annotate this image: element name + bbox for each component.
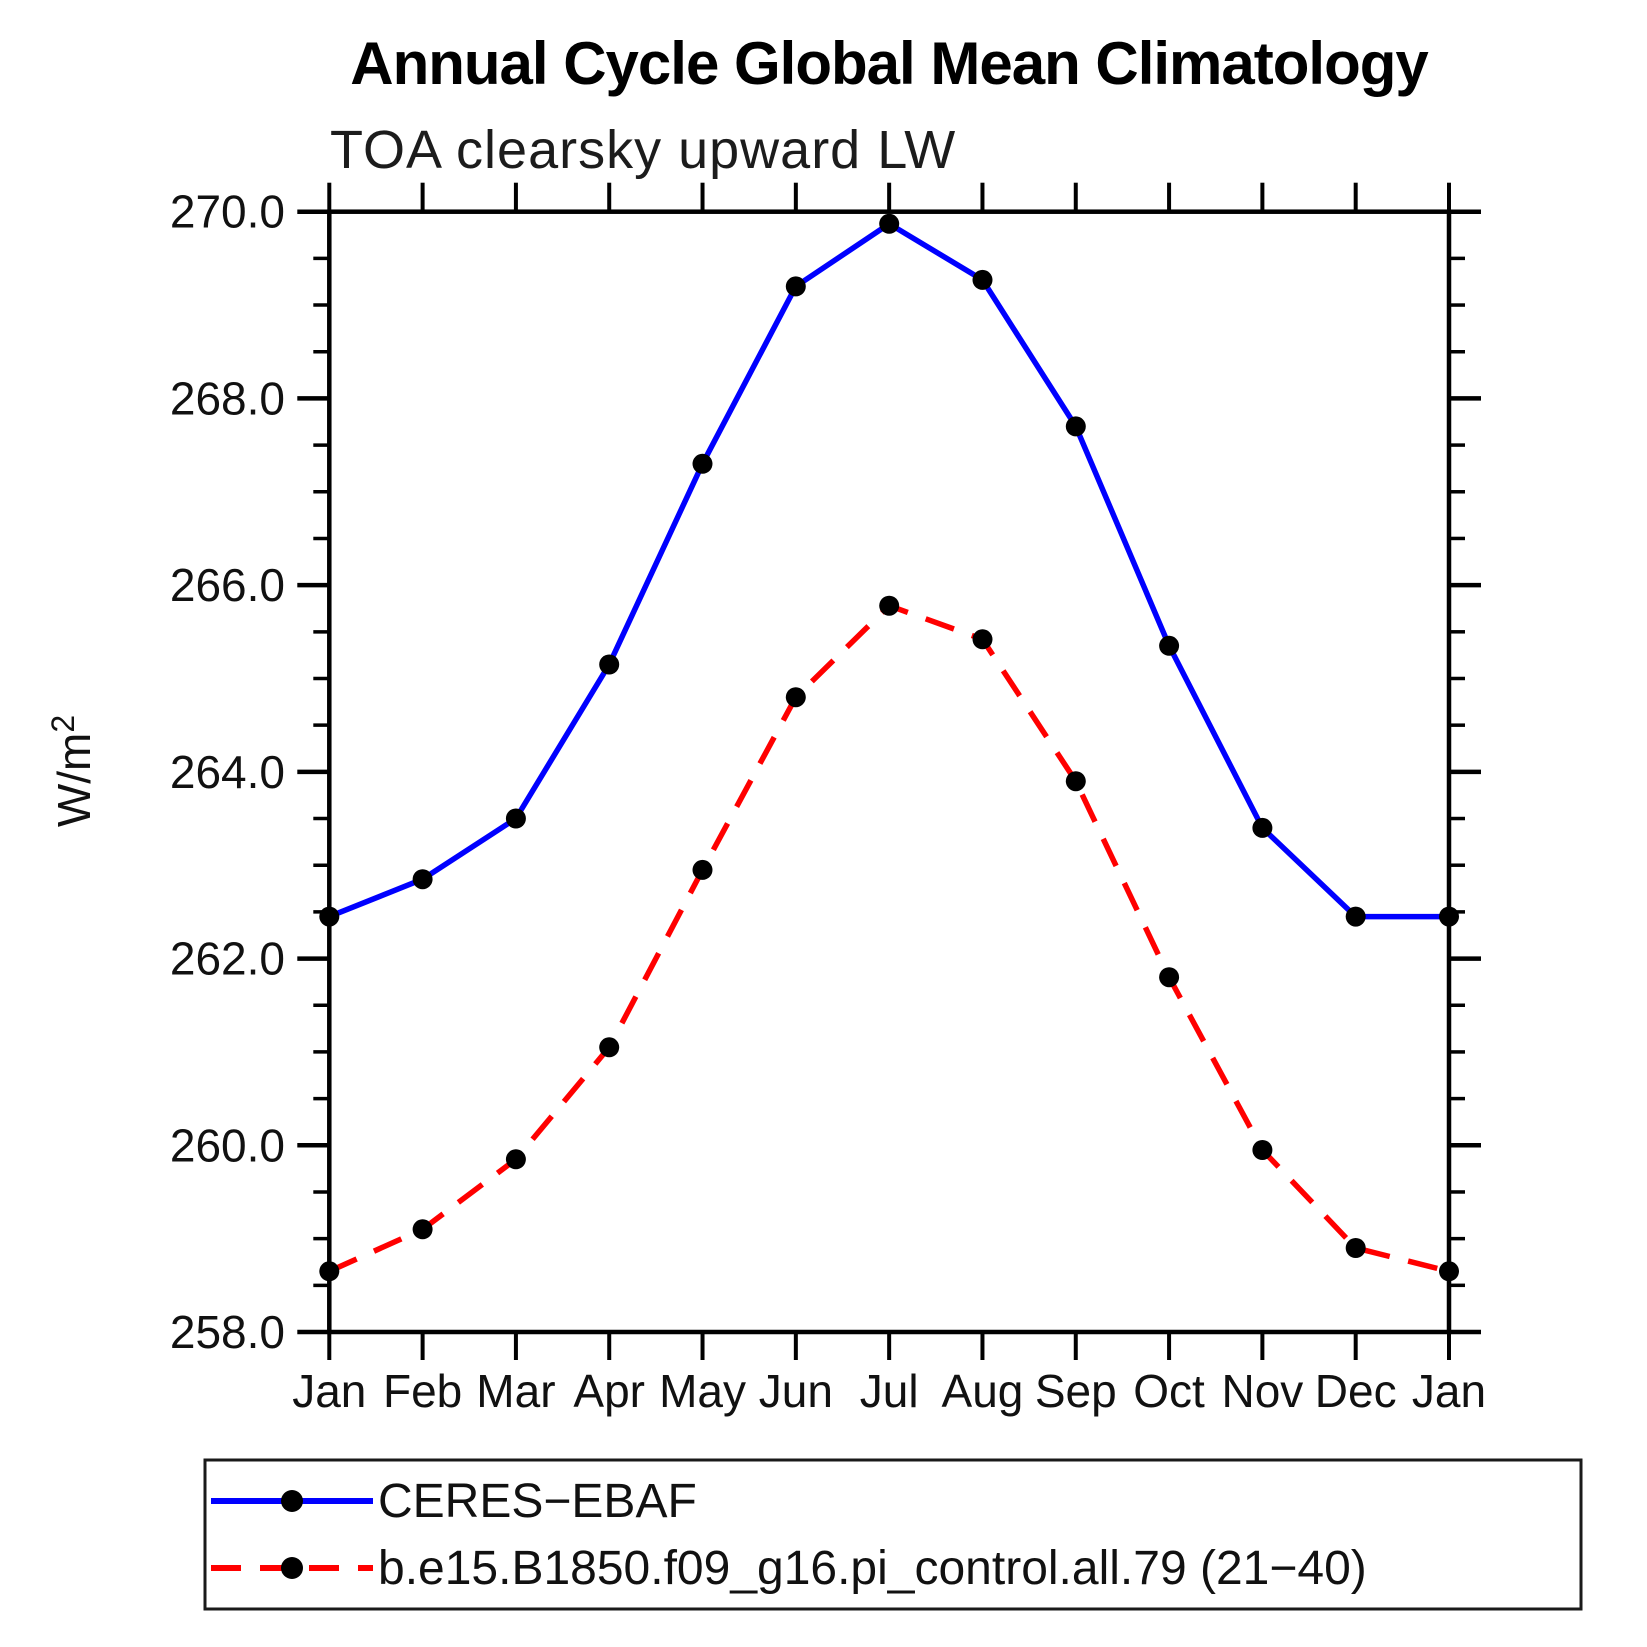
x-tick-label: Sep [1035, 1365, 1117, 1417]
data-point-1 [1159, 967, 1180, 988]
data-point-1 [1065, 771, 1086, 792]
y-axis-label-base: W/m [48, 733, 100, 828]
data-point-1 [785, 687, 806, 708]
data-point-1 [599, 1037, 620, 1058]
x-tick-label: Mar [476, 1365, 555, 1417]
data-point-0 [1439, 906, 1459, 927]
data-point-0 [1345, 906, 1366, 927]
legend-marker-ceres [281, 1490, 303, 1512]
y-axis-label-exponent: 2 [45, 715, 81, 733]
legend-marker-model [281, 1557, 303, 1579]
data-point-0 [599, 654, 620, 675]
y-axis-label: W/m2 [45, 715, 100, 827]
data-point-1 [692, 859, 713, 880]
y-tick-label: 264.0 [170, 746, 285, 798]
data-point-1 [1439, 1261, 1459, 1282]
data-point-0 [1159, 635, 1180, 656]
y-tick-label: 268.0 [170, 372, 285, 424]
legend: CERES−EBAF b.e15.B1850.f09_g16.pi_contro… [203, 1458, 1583, 1611]
x-tick-label: May [659, 1365, 746, 1417]
x-tick-label: Apr [573, 1365, 645, 1417]
data-point-0 [879, 213, 900, 234]
chart-title: Annual Cycle Global Mean Climatology [350, 30, 1429, 97]
chart-subtitle: TOA clearsky upward LW [330, 120, 956, 180]
data-series-group [319, 213, 1459, 1282]
data-point-1 [972, 629, 993, 650]
y-tick-label: 270.0 [170, 186, 285, 238]
plot-frame [327, 209, 1452, 1335]
data-point-0 [972, 269, 993, 290]
data-point-1 [1252, 1140, 1273, 1160]
data-point-1 [1345, 1238, 1366, 1258]
data-point-0 [692, 453, 713, 474]
data-point-1 [412, 1219, 433, 1240]
x-tick-label: Feb [383, 1365, 462, 1417]
x-tick-label: Jan [292, 1365, 366, 1417]
series-line-0 [328, 221, 1449, 920]
legend-label-model: b.e15.B1850.f09_g16.pi_control.all.79 (2… [378, 1542, 1367, 1595]
y-tick-label: 258.0 [170, 1306, 285, 1358]
data-point-0 [505, 808, 526, 829]
data-point-0 [319, 906, 340, 927]
y-tick-label: 262.0 [170, 933, 285, 985]
y-tick-label: 266.0 [170, 559, 285, 611]
data-point-0 [785, 276, 806, 297]
x-tick-label: Jun [759, 1365, 833, 1417]
series-line-1 [328, 602, 1450, 1274]
x-tick-label: Dec [1315, 1365, 1397, 1417]
x-tick-label: Oct [1133, 1365, 1205, 1417]
x-tick-label: Jul [860, 1365, 919, 1417]
data-point-0 [412, 869, 433, 890]
x-tick-label: Jan [1412, 1365, 1486, 1417]
data-point-1 [505, 1149, 526, 1170]
x-tick-label: Aug [942, 1365, 1024, 1417]
data-point-1 [319, 1261, 340, 1282]
y-tick-label: 260.0 [170, 1119, 285, 1171]
data-point-0 [1065, 416, 1086, 437]
data-point-0 [1252, 817, 1273, 838]
legend-box [203, 1458, 1583, 1611]
axes-group: Jan Feb Mar Apr May Jun Jul Aug Sep Oct Nov Dec Jan2… [170, 182, 1486, 1417]
legend-label-ceres: CERES−EBAF [378, 1475, 697, 1528]
x-tick-label: Nov [1221, 1365, 1303, 1417]
data-point-1 [879, 595, 900, 616]
